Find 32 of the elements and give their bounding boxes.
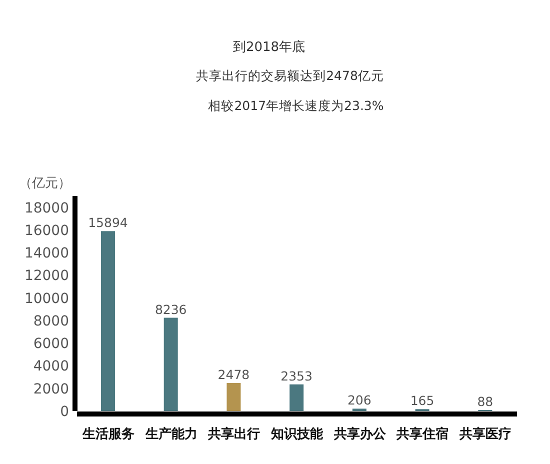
chart-title: 到2018年底 [232,39,306,56]
y-tick-label: 18000 [24,200,69,216]
x-tick-label: 共享办公 [332,426,387,442]
x-tick-label: 知识技能 [270,426,324,442]
y-tick-label: 16000 [24,222,69,239]
y-tick-label: 10000 [24,290,69,307]
data-label: 88 [477,394,494,410]
y-tick-label: 8000 [33,313,69,330]
y-tick-label: 12000 [24,268,69,284]
chart-subtitle: 共享出行的交易额达到2478亿元 [195,68,385,85]
text: 相较2017年增长速度为23.3% [207,98,385,115]
x-tick-label: 共享出行 [207,426,260,442]
y-tick-label: 4000 [33,358,69,375]
data-label: 2478 [218,366,250,382]
x-tick-label: 生产能力 [144,426,198,442]
data-label: 206 [348,392,372,408]
bar [164,318,178,411]
y-tick-label: 2000 [33,381,69,398]
data-label: 8236 [154,302,187,317]
bar [290,384,304,411]
data-label: 2353 [280,368,312,384]
y-tick-label: 14000 [24,246,69,262]
x-tick-label: 共享住宿 [396,426,449,442]
bar [101,231,115,411]
data-label: 15894 [88,215,128,230]
y-tick-label: 0 [60,404,69,420]
x-tick-label: 共享医疗 [458,426,512,442]
data-label: 165 [410,393,434,408]
y-axis-title: （亿元） [19,175,71,192]
bar [226,382,241,411]
x-tick-label: 生活服务 [81,427,134,442]
y-tick-label: 6000 [33,336,69,352]
